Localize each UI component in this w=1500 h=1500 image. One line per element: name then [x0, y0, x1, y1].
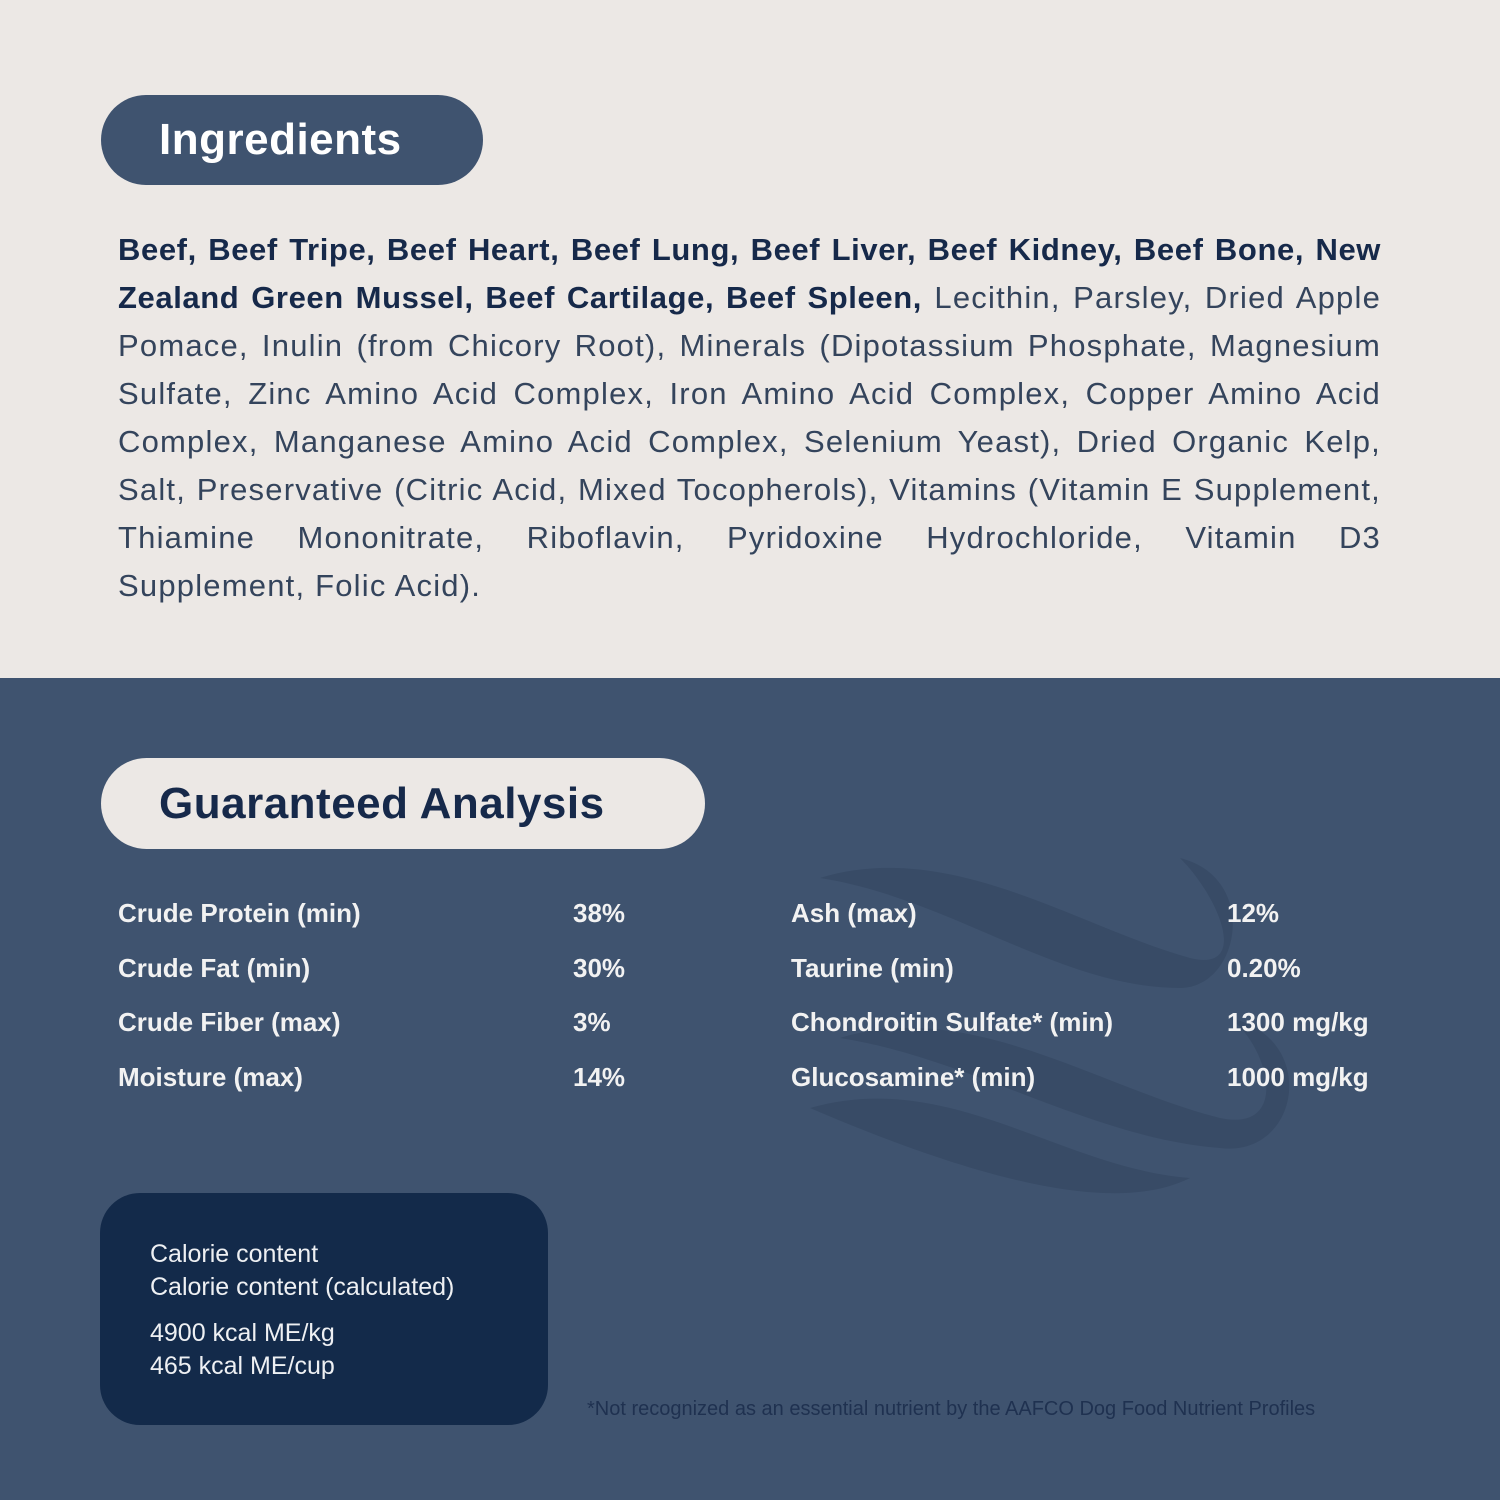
ingredients-additional: Lecithin, Parsley, Dried Apple Pomace, I…	[118, 280, 1382, 603]
ingredients-heading: Ingredients	[101, 95, 483, 185]
calorie-label: Calorie content	[150, 1240, 319, 1268]
analysis-label: Crude Fat (min)	[118, 953, 311, 983]
analysis-value: 1000 mg/kg	[1227, 1062, 1369, 1092]
guaranteed-analysis-heading: Guaranteed Analysis	[101, 758, 705, 849]
analysis-label: Crude Protein (min)	[118, 898, 361, 928]
footnote: *Not recognized as an essential nutrient…	[587, 1398, 1316, 1420]
analysis-value: 12%	[1227, 898, 1280, 928]
analysis-label: Moisture (max)	[118, 1062, 303, 1092]
calorie-value-kg: 4900 kcal ME/kg	[150, 1319, 335, 1347]
analysis-label: Chondroitin Sulfate* (min)	[791, 1007, 1114, 1037]
analysis-value: 14%	[573, 1062, 626, 1092]
analysis-label: Ash (max)	[791, 898, 917, 928]
analysis-label: Crude Fiber (max)	[118, 1007, 341, 1037]
analysis-value: 30%	[573, 953, 626, 983]
analysis-value: 0.20%	[1227, 953, 1301, 983]
analysis-value: 1300 mg/kg	[1227, 1007, 1369, 1037]
ingredients-main: Beef, Beef Tripe, Beef Heart, Beef Lung,…	[118, 232, 1381, 315]
calorie-label-calculated: Calorie content (calculated)	[150, 1273, 455, 1301]
wave-watermark-icon	[810, 858, 1290, 1194]
analysis-value: 3%	[573, 1007, 611, 1037]
calorie-value-cup: 465 kcal ME/cup	[150, 1352, 335, 1380]
analysis-label: Taurine (min)	[791, 953, 954, 983]
ingredients-list: Beef, Beef Tripe, Beef Heart, Beef Lung,…	[118, 226, 1381, 610]
ingredients-section: Ingredients Beef, Beef Tripe, Beef Heart…	[0, 0, 1500, 678]
analysis-section: Guaranteed Analysis Crude Protein (min) …	[0, 678, 1500, 1500]
analysis-label: Glucosamine* (min)	[791, 1062, 1036, 1092]
analysis-value: 38%	[573, 898, 626, 928]
calorie-content-box: Calorie content Calorie content (calcula…	[100, 1193, 548, 1425]
